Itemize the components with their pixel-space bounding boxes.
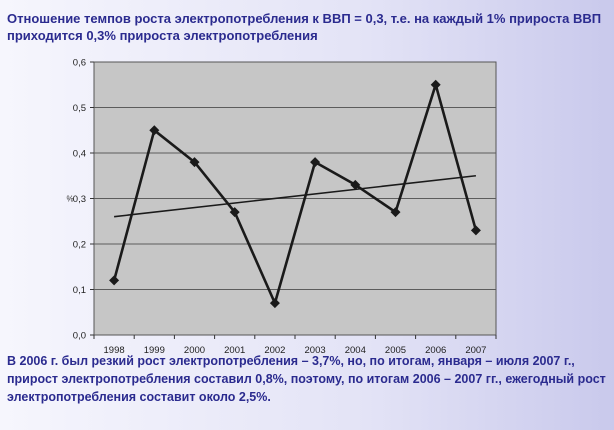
data-point-marker bbox=[470, 225, 481, 236]
x-tick-label: 2001 bbox=[224, 345, 245, 356]
slide-title: Отношение темпов роста электропотреблени… bbox=[7, 11, 602, 43]
x-tick-label: 1999 bbox=[144, 345, 165, 356]
y-tick-label: 0,0 bbox=[73, 331, 86, 342]
x-tick-label: 2007 bbox=[465, 345, 486, 356]
y-axis-label: % bbox=[66, 195, 73, 204]
x-tick-label: 2003 bbox=[305, 345, 326, 356]
y-tick-label: 0,1 bbox=[73, 285, 86, 296]
y-axis-ticks: 0,0 0,1 0,2 0,3 0,4 0,5 0,6 bbox=[73, 58, 94, 342]
y-tick-label: 0,4 bbox=[73, 149, 86, 160]
data-point-marker bbox=[269, 298, 280, 309]
data-point-marker bbox=[149, 125, 160, 136]
data-point-marker bbox=[390, 207, 401, 218]
y-tick-label: 0,5 bbox=[73, 103, 86, 114]
x-tick-label: 2002 bbox=[264, 345, 285, 356]
data-point-marker bbox=[310, 157, 321, 168]
x-tick-label: 1998 bbox=[104, 345, 125, 356]
data-point-marker bbox=[229, 207, 240, 218]
y-tick-label: 0,6 bbox=[73, 58, 86, 69]
x-tick-label: 2005 bbox=[385, 345, 406, 356]
x-tick-label: 2006 bbox=[425, 345, 446, 356]
x-tick-label: 2000 bbox=[184, 345, 205, 356]
y-tick-label: 0,2 bbox=[73, 240, 86, 251]
x-axis-ticks: 1998 1999 2000 2001 2002 2003 2004 2005 2006 2007 bbox=[93, 335, 497, 356]
slide-note: В 2006 г. был резкий рост электропотребл… bbox=[7, 354, 606, 404]
series-line bbox=[112, 83, 478, 305]
y-tick-label: 0,3 bbox=[73, 194, 86, 205]
data-point-marker bbox=[350, 179, 361, 190]
trendline bbox=[114, 174, 476, 218]
series-markers bbox=[109, 79, 481, 309]
x-tick-label: 2004 bbox=[345, 345, 366, 356]
data-point-marker bbox=[109, 275, 120, 286]
data-point-marker bbox=[189, 157, 200, 168]
data-point-marker bbox=[430, 79, 441, 90]
